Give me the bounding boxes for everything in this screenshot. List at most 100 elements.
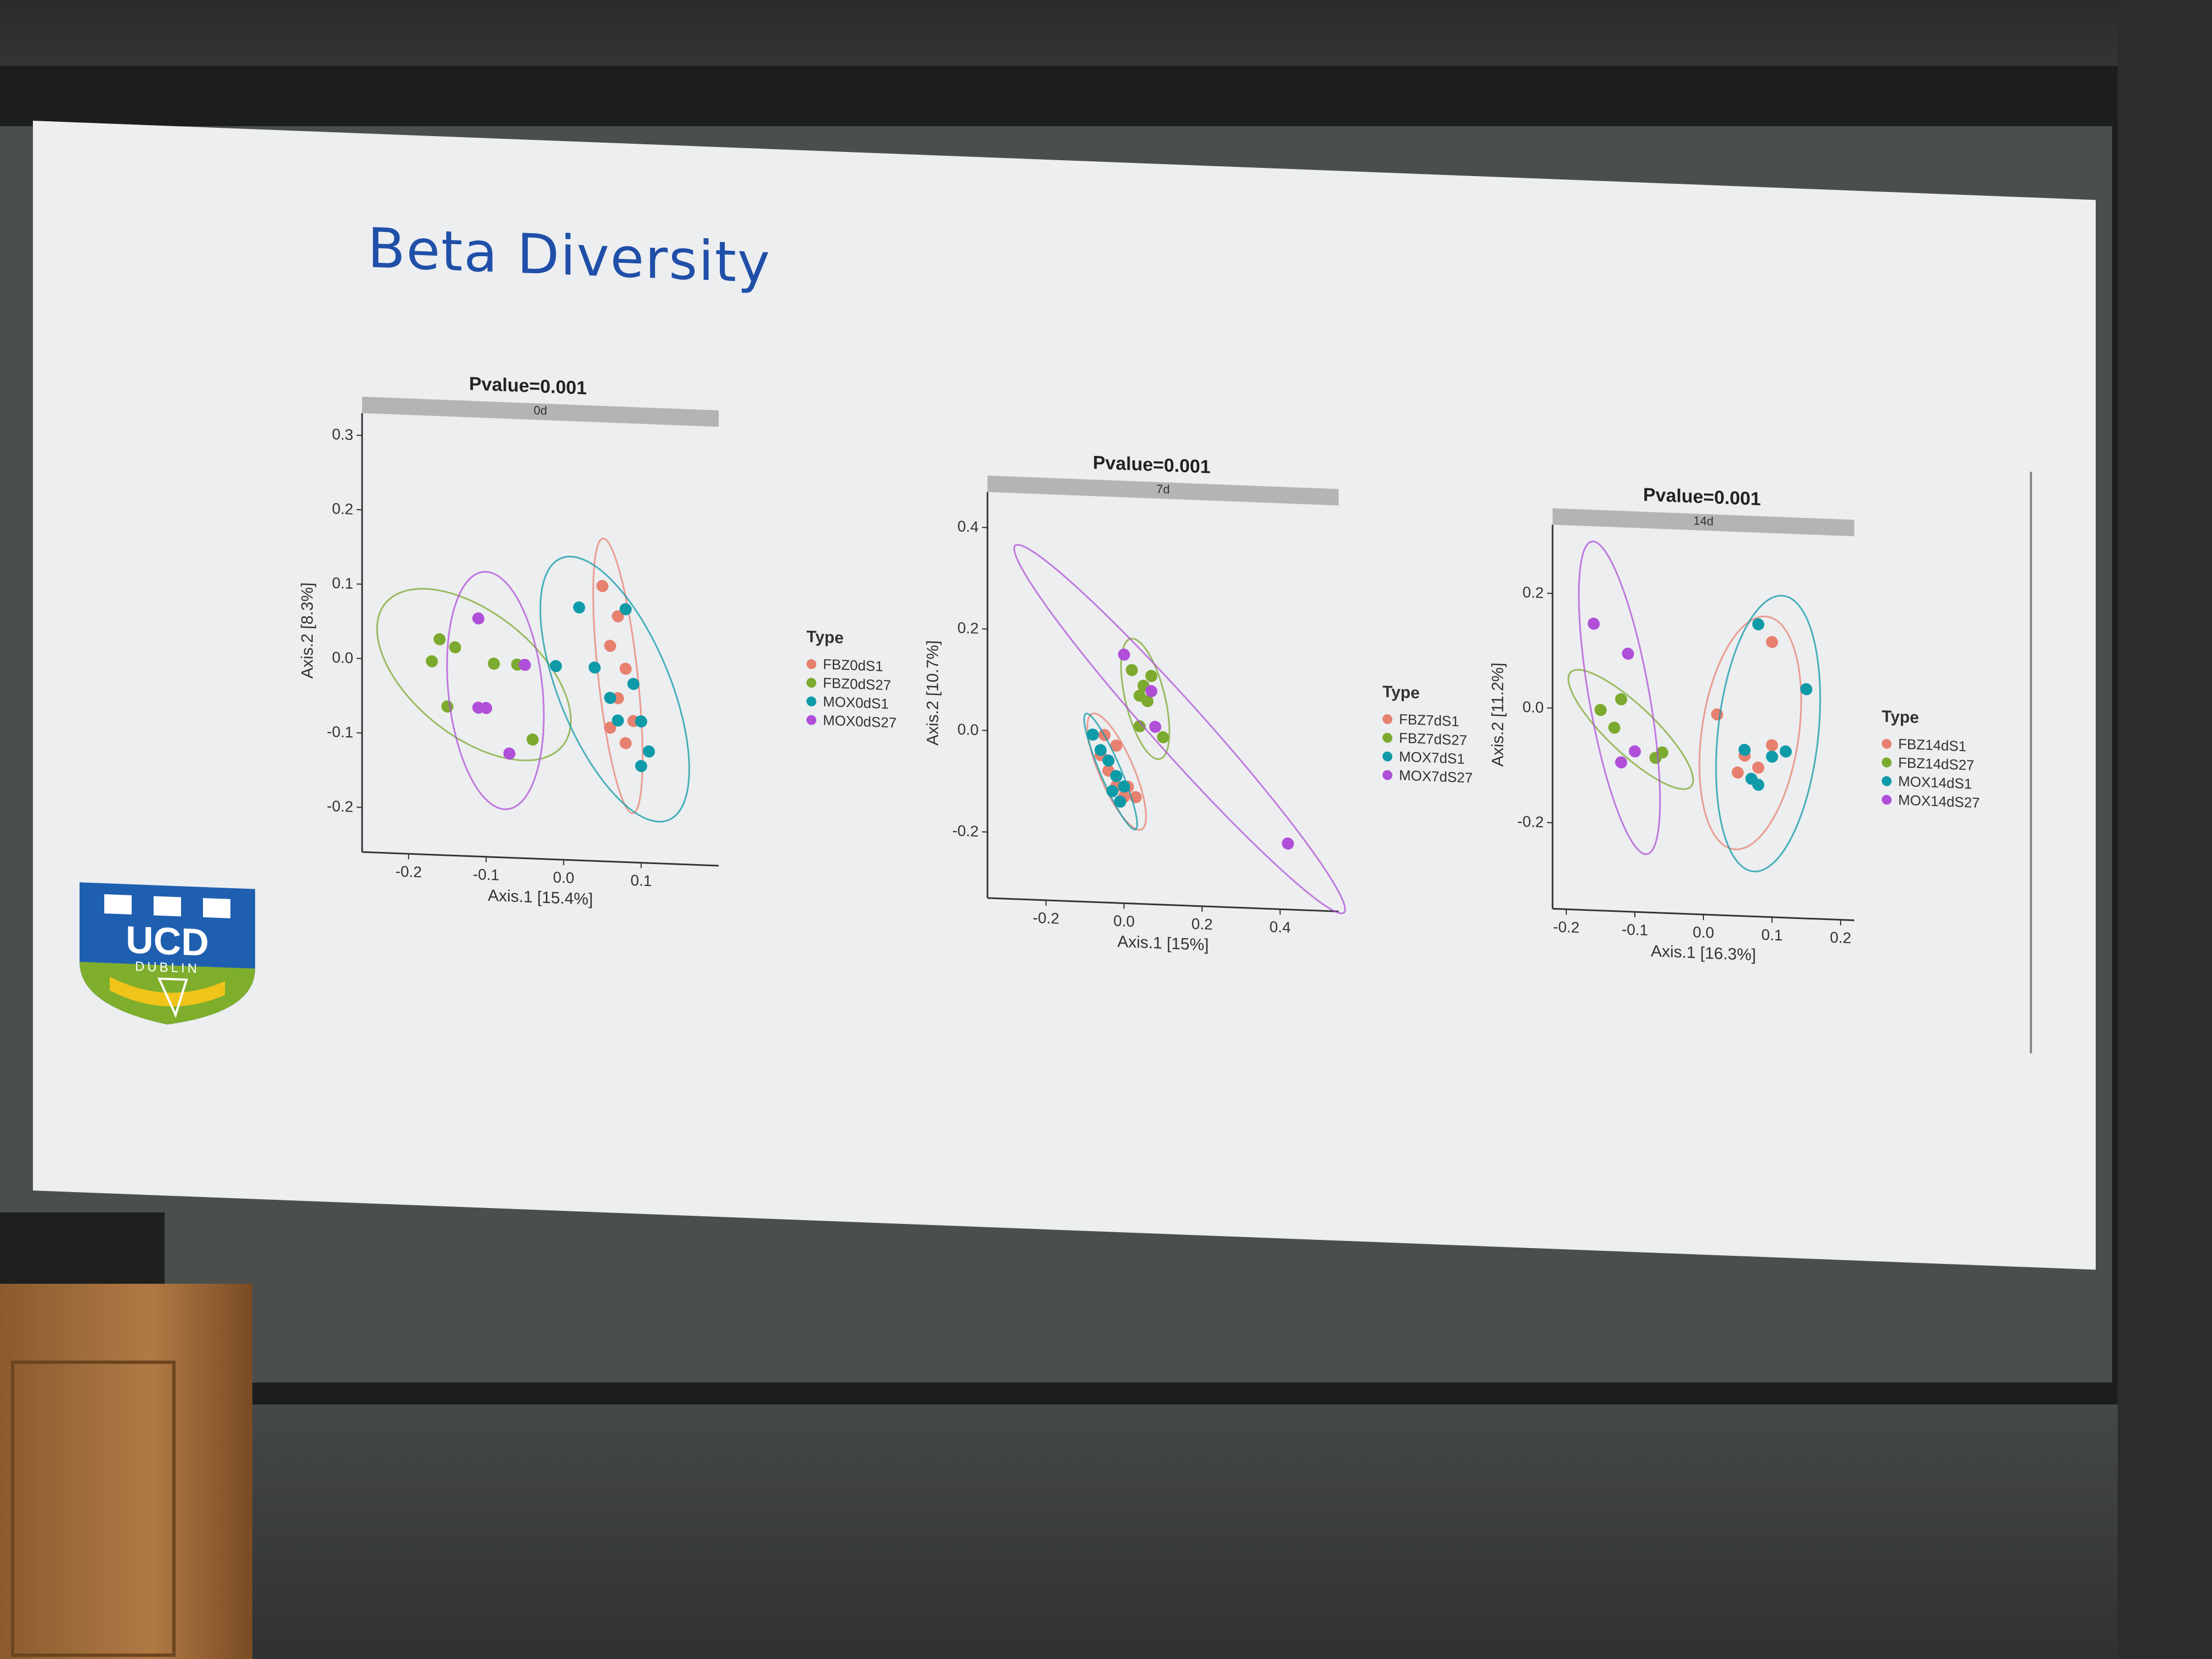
y-tick-label: -0.2 [952, 822, 979, 840]
legend-item: MOX7dS27 [1383, 766, 1472, 787]
data-point [627, 678, 640, 690]
x-tick-label: 0.2 [1192, 915, 1213, 933]
data-point [433, 633, 446, 646]
data-point [526, 733, 539, 746]
y-tick-label: 0.4 [957, 517, 979, 535]
confidence-ellipse [1086, 713, 1147, 831]
data-point [1118, 780, 1130, 793]
data-point [596, 580, 609, 592]
x-tick-label: 0.1 [1762, 926, 1783, 944]
legend-swatch [806, 658, 816, 669]
projected-slide: Beta Diversity UCD DUBLIN Pvalue=0.001 0d… [33, 121, 2096, 1270]
panel-title: Pvalue=0.001 [1093, 452, 1211, 478]
data-point [1106, 785, 1119, 798]
logo-subtext: DUBLIN [135, 959, 200, 977]
data-point [1588, 617, 1600, 630]
legend-title: Type [1383, 682, 1420, 703]
data-point [1608, 721, 1621, 734]
legend-item: MOX7dS1 [1383, 748, 1465, 768]
legend-item: MOX14dS27 [1882, 791, 1980, 811]
data-point [1126, 664, 1138, 676]
legend-label: FBZ0dS1 [823, 656, 883, 675]
data-point [1766, 751, 1778, 763]
x-tick-label: 0.0 [1693, 923, 1714, 941]
legend-label: FBZ7dS27 [1399, 729, 1468, 749]
legend-swatch [1383, 714, 1392, 724]
data-point [1766, 739, 1778, 752]
legend-swatch [1882, 738, 1892, 749]
data-point [1141, 695, 1154, 708]
data-point [518, 658, 531, 671]
y-tick-label: 0.2 [1522, 584, 1544, 601]
confidence-ellipse [446, 571, 545, 810]
legend-item: FBZ7dS27 [1383, 729, 1467, 749]
data-point [604, 640, 617, 652]
x-tick-label: 0.0 [1113, 912, 1135, 930]
data-point [1157, 731, 1169, 743]
data-point [1731, 766, 1744, 779]
confidence-ellipse [376, 588, 572, 761]
y-tick-label: -0.1 [327, 723, 353, 741]
legend-item: FBZ14dS1 [1882, 735, 1966, 755]
confidence-ellipse [592, 538, 644, 814]
data-point [449, 641, 461, 653]
scatter-plot: 0.2 0.0 -0.2 -0.2 -0.1 0.0 0.1 0.2 Axis.1 [16.3%… [1489, 524, 1854, 964]
data-point [604, 692, 617, 704]
legend-item: FBZ7dS1 [1383, 710, 1459, 730]
legend-swatch [1882, 757, 1892, 768]
data-point [441, 700, 454, 713]
podium-monitor [0, 1212, 165, 1295]
x-tick-label: 0.4 [1269, 918, 1291, 936]
data-point [1094, 744, 1107, 757]
data-point [1780, 745, 1792, 758]
beta-diversity-charts: Pvalue=0.001 0d 0.3 0.2 0.1 0.0 -0.1 -0.2 -0.2 -0… [33, 121, 2096, 964]
legend-label: MOX14dS1 [1898, 772, 1972, 792]
legend-swatch [1882, 794, 1892, 805]
legend-label: MOX0dS27 [823, 712, 897, 731]
data-point [1752, 618, 1764, 630]
data-point [1629, 745, 1641, 758]
data-point [619, 662, 632, 675]
y-tick-label: 0.0 [957, 720, 979, 738]
data-point [588, 661, 601, 674]
legend-title: Type [1882, 707, 1919, 727]
x-tick-label: -0.2 [1553, 918, 1579, 936]
data-point [604, 721, 617, 734]
x-tick-label: -0.2 [1033, 909, 1059, 927]
legend-label: MOX7dS1 [1399, 748, 1465, 768]
confidence-ellipse [1578, 540, 1661, 855]
data-point [635, 760, 647, 772]
legend-swatch [806, 677, 816, 688]
y-axis-label: Axis.2 [10.7%] [924, 640, 942, 746]
x-tick-label: 0.2 [1830, 929, 1852, 946]
data-point [550, 660, 562, 673]
data-point [1110, 770, 1122, 782]
panel-title: Pvalue=0.001 [1643, 484, 1761, 510]
data-point [488, 657, 500, 670]
harp-icon [157, 977, 188, 1018]
side-wall [2118, 0, 2212, 1659]
slide-edge-line [2030, 471, 2032, 1053]
data-point [1114, 795, 1126, 808]
y-axis-label: Axis.2 [8.3%] [298, 582, 317, 679]
data-point [1149, 720, 1161, 733]
data-point [1282, 837, 1294, 850]
x-tick-label: 0.1 [630, 872, 652, 889]
y-tick-label: 0.0 [1522, 698, 1544, 716]
legend-title: Type [806, 628, 844, 647]
confidence-ellipse [1715, 595, 1821, 873]
legend-label: FBZ0dS27 [823, 674, 891, 694]
confidence-ellipse [539, 556, 690, 823]
scatter-plot: 0.3 0.2 0.1 0.0 -0.1 -0.2 -0.2 -0.1 0.0 0.1 Axis.1… [298, 413, 719, 909]
legend-item: FBZ0dS1 [806, 655, 883, 675]
legend-swatch [1383, 732, 1392, 743]
x-axis-label: Axis.1 [15.4%] [488, 887, 593, 909]
data-point [612, 610, 624, 623]
data-point [612, 714, 624, 727]
confidence-ellipse [1567, 669, 1694, 790]
legend-item: MOX0dS27 [806, 711, 896, 731]
podium [0, 1284, 252, 1659]
x-tick-label: -0.1 [473, 866, 499, 884]
wall-below-screen [0, 1404, 2212, 1659]
scatter-plot: 0.4 0.2 0.0 -0.2 -0.2 0.0 0.2 0.4 Axis.1 [15%] Ax… [924, 492, 1346, 954]
